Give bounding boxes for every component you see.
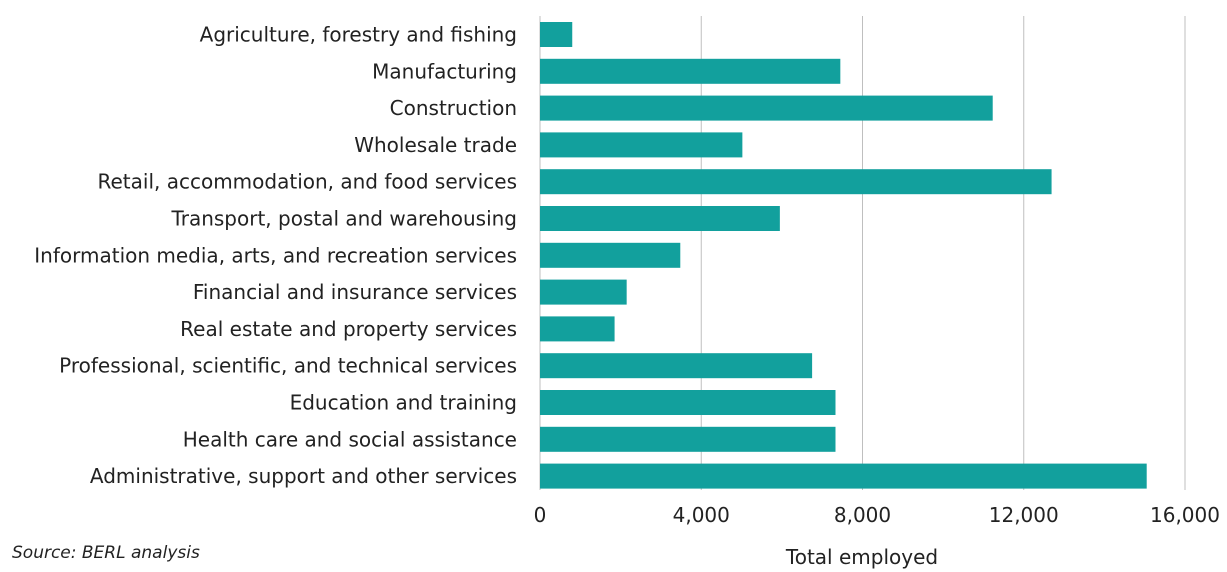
x-tick-label: 0 (534, 503, 547, 527)
x-tick-label: 8,000 (834, 503, 891, 527)
x-tick-label: 4,000 (673, 503, 730, 527)
bar (540, 390, 836, 415)
bar (540, 22, 573, 47)
bar (540, 169, 1052, 195)
category-label: Retail, accommodation, and food services (97, 170, 517, 194)
bar (540, 316, 615, 342)
category-label: Administrative, support and other servic… (90, 464, 517, 488)
bar (540, 426, 836, 452)
bar (540, 58, 841, 84)
category-label: Wholesale trade (354, 133, 517, 157)
category-label: Real estate and property services (180, 317, 517, 341)
bar (540, 95, 993, 121)
category-label: Health care and social assistance (183, 427, 517, 451)
category-label: Construction (390, 96, 517, 120)
x-axis-title: Total employed (785, 545, 938, 569)
source-note: Source: BERL analysis (12, 543, 200, 563)
category-label: Education and training (290, 391, 517, 415)
bar (540, 353, 813, 379)
category-label: Professional, scientific, and technical … (59, 354, 517, 378)
category-label: Information media, arts, and recreation … (34, 243, 517, 267)
category-label: Transport, postal and warehousing (170, 207, 517, 231)
bar (540, 279, 627, 305)
category-label-layer: Agriculture, forestry and fishing Manufac… (34, 23, 517, 489)
x-tick-label: 16,000 (1150, 503, 1220, 527)
category-label: Agriculture, forestry and fishing (200, 23, 517, 47)
bar-layer (540, 22, 1147, 489)
x-tick-layer: 0 4,000 8,000 12,000 16,000 (534, 503, 1220, 527)
x-tick-label: 12,000 (989, 503, 1059, 527)
category-label: Manufacturing (372, 59, 517, 83)
bar (540, 206, 780, 231)
bar (540, 132, 743, 158)
category-label: Financial and insurance services (193, 280, 517, 304)
bar (540, 242, 681, 268)
bar (540, 463, 1147, 489)
